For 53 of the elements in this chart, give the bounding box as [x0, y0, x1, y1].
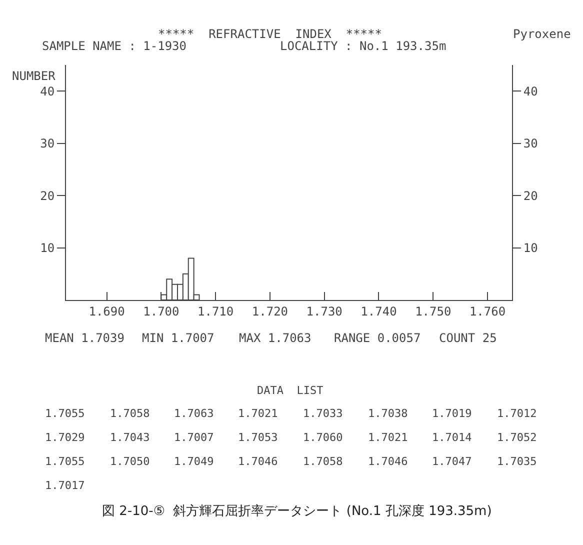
text: 1.7035 [497, 455, 537, 468]
text: 1.7012 [497, 407, 537, 420]
x-tick-label: 1.720 [252, 304, 288, 318]
text: Pyroxene [513, 27, 571, 41]
y2-tick-label: 30 [523, 136, 538, 151]
text: 1.7043 [110, 431, 150, 444]
y2-tick-label: 10 [523, 240, 538, 255]
text: 1.7029 [45, 431, 85, 444]
x-tick-label: 1.760 [469, 304, 506, 318]
text: 1.7046 [238, 455, 278, 468]
text: 1.7058 [303, 455, 343, 468]
text: MIN 1.7007 [142, 331, 214, 345]
text: 1.7055 [45, 407, 85, 420]
text: 1.7017 [45, 479, 85, 492]
y-tick-label: 30 [40, 136, 55, 151]
x-tick-label: 1.700 [143, 304, 180, 318]
text: 1.7046 [368, 455, 408, 468]
text: COUNT 25 [439, 331, 497, 345]
text: 1.7053 [238, 431, 278, 444]
text: 1.7033 [303, 407, 343, 420]
text: 1.7021 [238, 407, 278, 420]
chart-title: ***** REFRACTIVE INDEX ***** [158, 27, 382, 41]
text: 1.7055 [45, 455, 85, 468]
text: 1.7014 [432, 431, 472, 444]
text: 1.7047 [432, 455, 472, 468]
text: LOCALITY : No.1 193.35m [280, 39, 446, 53]
y-axis-title: NUMBER [12, 69, 56, 83]
text: 1.7049 [174, 455, 214, 468]
caption: 図 2-10-⑤ 斜方輝石屈折率データシート (No.1 孔深度 193.35m) [102, 503, 492, 519]
y-tick-label: 10 [40, 240, 55, 255]
text: 1.7021 [368, 431, 408, 444]
text: 1.7019 [432, 407, 472, 420]
text: 1.7007 [174, 431, 214, 444]
text: MEAN 1.7039 [45, 331, 124, 345]
y-tick-label: 40 [40, 84, 55, 98]
text: 1.7060 [303, 431, 343, 444]
text: 1.7052 [497, 431, 537, 444]
y-tick-label: 20 [40, 188, 55, 203]
text: 1.7058 [110, 407, 150, 420]
x-tick-label: 1.710 [198, 304, 234, 318]
x-tick-label: 1.730 [306, 304, 342, 318]
y2-tick-label: 40 [523, 84, 538, 98]
text: MAX 1.7063 [239, 331, 312, 345]
text: 1.7038 [368, 407, 408, 420]
y2-tick-label: 20 [523, 188, 538, 203]
x-tick-label: 1.690 [88, 304, 125, 318]
text: DATA LIST [257, 384, 324, 397]
x-tick-label: 1.750 [415, 304, 452, 318]
text: 1.7063 [174, 407, 214, 420]
text: RANGE 0.0057 [334, 331, 421, 345]
text: 1.7050 [110, 455, 150, 468]
x-tick-label: 1.740 [360, 304, 397, 318]
chart-subtitle: SAMPLE NAME : 1-1930 [42, 39, 186, 53]
